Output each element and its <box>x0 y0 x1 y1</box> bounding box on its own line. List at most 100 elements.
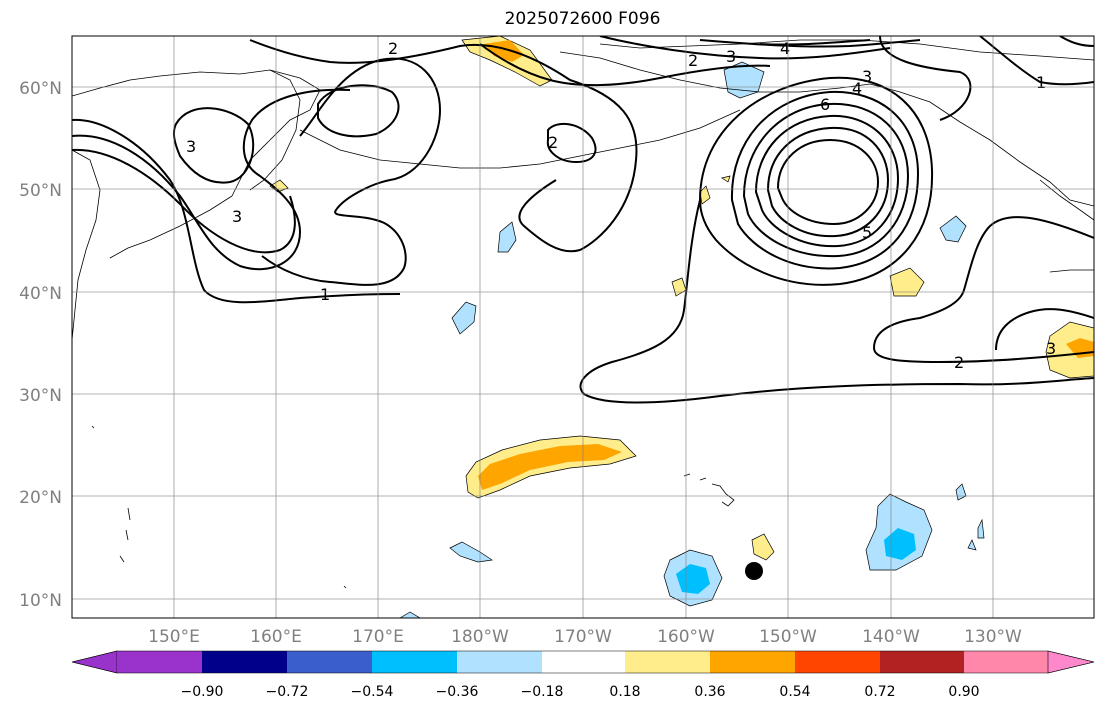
contour-label: 6 <box>820 95 830 114</box>
positive-anomaly-small-3 <box>889 267 925 297</box>
colorbar-segment <box>795 651 880 673</box>
colorbar-segment <box>287 651 372 673</box>
colorbar-tick-label: 0.54 <box>779 684 810 700</box>
coast-asia-north <box>72 69 321 197</box>
contour-label: 5 <box>862 223 872 242</box>
colorbar-segment <box>880 651 964 673</box>
contour-low-4 <box>754 114 900 248</box>
negative-anomaly-midpacific-1 <box>497 221 517 253</box>
map-title: 2025072600 F096 <box>504 9 661 29</box>
contour-label: 2 <box>688 51 698 70</box>
lon-label: 160°W <box>657 627 715 647</box>
contour-low-1 <box>698 76 934 286</box>
colorbar-segment <box>964 651 1048 673</box>
colorbar-tick-label: 0.72 <box>864 684 895 700</box>
negative-anomaly-midpacific-2 <box>451 301 477 335</box>
colorbar-segment <box>372 651 457 673</box>
contour-label: 1 <box>320 285 330 304</box>
negative-anomaly-small-4 <box>399 611 421 618</box>
lon-label: 180°W <box>451 627 509 647</box>
contour-1-west <box>72 118 401 304</box>
colorbar-tick-label: 0.18 <box>609 684 640 700</box>
contour-label: 2 <box>388 39 398 58</box>
contour-north-3 <box>699 39 921 48</box>
colorbar-tick-label: −0.36 <box>436 684 479 700</box>
colorbar-tick-label: 0.90 <box>948 684 979 700</box>
colorbar-extend-high <box>1047 650 1095 674</box>
lat-label: 50°N <box>19 181 62 201</box>
lon-label: 150°W <box>759 627 817 647</box>
positive-anomaly-small-4 <box>751 533 775 561</box>
contour-ring-bering <box>317 84 400 138</box>
colorbar-extend-low <box>71 650 118 674</box>
contour-2-center <box>249 39 638 253</box>
latitude-labels: 60°N 50°N 40°N 30°N 20°N 10°N <box>19 79 62 611</box>
contour-label: 3 <box>862 67 872 86</box>
lon-label: 170°E <box>352 627 404 647</box>
contour-label: 2 <box>954 353 964 372</box>
colorbar-tick-label: −0.72 <box>266 684 309 700</box>
lon-label: 130°W <box>964 627 1022 647</box>
coast-japan-kuril <box>109 195 233 259</box>
contour-low-3 <box>742 102 910 258</box>
colorbar <box>71 650 1095 674</box>
lon-label: 140°W <box>862 627 920 647</box>
contour-1-east <box>879 36 972 121</box>
coast-alaska-north <box>599 39 1094 61</box>
contour-north-4 <box>759 39 871 46</box>
positive-anomaly-california <box>1045 321 1094 379</box>
colorbar-segment <box>542 651 625 673</box>
colorbar-tick-label: 0.36 <box>694 684 725 700</box>
negative-anomaly-south-2-core <box>676 564 710 594</box>
positive-anomaly-subtropical-core <box>478 444 622 490</box>
coast-hawaii <box>683 473 735 507</box>
contours <box>72 36 1094 404</box>
negative-anomaly-small-2 <box>977 518 985 539</box>
contour-low-2 <box>730 90 920 270</box>
contour-1-canada <box>979 36 1094 86</box>
colorbar-segment <box>457 651 542 673</box>
contour-north-1 <box>479 43 771 87</box>
coast-asia-mainland <box>72 149 101 341</box>
contour-1-central <box>579 199 1094 404</box>
contour-ne-top <box>1059 36 1094 47</box>
lat-label: 20°N <box>19 488 62 508</box>
colorbar-labels: −0.90 −0.72 −0.54 −0.36 −0.18 0.18 0.36 … <box>181 684 980 700</box>
positive-anomaly-small-1 <box>699 185 711 205</box>
lat-label: 60°N <box>19 79 62 99</box>
contour-2-east <box>872 216 1094 364</box>
colorbar-segment <box>625 651 710 673</box>
colorbar-segment <box>117 651 202 673</box>
coastlines <box>72 39 1094 589</box>
storm-center-marker <box>745 562 763 580</box>
contour-ring-okhotsk <box>172 107 255 184</box>
contour-label: 1 <box>1036 73 1046 92</box>
contour-3-east <box>995 308 1094 351</box>
contour-low-6 <box>776 138 880 226</box>
coast-islands <box>91 425 347 589</box>
contour-low-5 <box>766 126 890 238</box>
contour-small-bering <box>546 122 597 164</box>
negative-anomaly-small-3 <box>967 539 977 551</box>
colorbar-segment <box>710 651 795 673</box>
lat-label: 10°N <box>19 591 62 611</box>
negative-anomaly-ne-1 <box>939 215 967 243</box>
coast-west-us <box>1049 269 1094 273</box>
map-area: 2 3 2 3 1 2 3 4 3 4 6 5 1 2 3 <box>72 36 1094 618</box>
coast-west-canada <box>1039 179 1094 221</box>
map-frame <box>71 35 1095 619</box>
contour-label: 3 <box>232 207 242 226</box>
positive-anomaly-small-5 <box>721 175 731 183</box>
contour-labels: 2 3 2 3 1 2 3 4 3 4 6 5 1 2 3 <box>186 39 1056 372</box>
contour-label: 3 <box>186 137 196 156</box>
longitude-labels: 150°E 160°E 170°E 180°W 170°W 160°W 150°… <box>148 627 1022 647</box>
contour-2-west <box>72 88 351 271</box>
lat-label: 30°N <box>19 386 62 406</box>
contour-3-west <box>72 148 296 254</box>
positive-anomaly-bering-core <box>484 40 524 62</box>
gridlines <box>72 36 1094 618</box>
colorbar-tick-label: −0.54 <box>351 684 394 700</box>
lat-label: 40°N <box>19 284 62 304</box>
colorbar-segment <box>202 651 287 673</box>
